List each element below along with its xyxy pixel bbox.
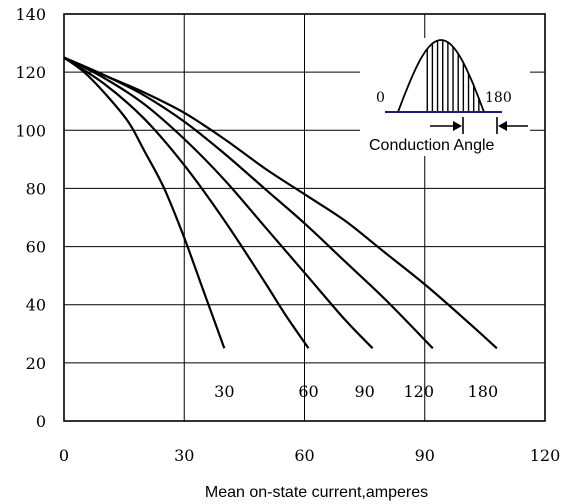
curve-label-60: 60 bbox=[298, 382, 318, 401]
y-tick-label: 20 bbox=[26, 354, 46, 373]
y-tick-label: 40 bbox=[26, 296, 46, 315]
inset-waveform bbox=[397, 39, 485, 113]
conduction-angle-inset: 0 180 Conduction Angle bbox=[360, 38, 530, 156]
curve-90 bbox=[63, 56, 374, 350]
y-tick-label: 0 bbox=[36, 412, 46, 431]
x-tick-label: 30 bbox=[174, 446, 194, 465]
y-tick-label: 120 bbox=[15, 63, 46, 82]
plot-frame bbox=[63, 13, 546, 422]
inset-hatching bbox=[426, 40, 480, 112]
inset-label-start: 0 bbox=[376, 90, 385, 106]
curve-label-180: 180 bbox=[468, 382, 499, 401]
curve-30 bbox=[63, 56, 226, 349]
curve-labels: 30 60 90 120 180 bbox=[214, 382, 498, 401]
y-tick-label: 80 bbox=[26, 179, 46, 198]
y-tick-label: 60 bbox=[26, 238, 46, 257]
inset-arrowhead-left bbox=[453, 121, 462, 131]
curve-label-90: 90 bbox=[354, 382, 374, 401]
inset-background bbox=[360, 38, 530, 156]
curve-180 bbox=[63, 56, 498, 350]
x-tick-label: 120 bbox=[530, 446, 561, 465]
curves bbox=[63, 56, 498, 350]
x-tick-label: 60 bbox=[294, 446, 314, 465]
curve-60 bbox=[63, 56, 310, 349]
x-tick-label: 90 bbox=[415, 446, 435, 465]
curve-label-120: 120 bbox=[403, 382, 434, 401]
x-tick-label: 0 bbox=[59, 446, 69, 465]
x-axis-title: Mean on-state current,amperes bbox=[205, 484, 428, 501]
y-tick-labels: 0 20 40 60 80 100 120 140 bbox=[15, 5, 46, 431]
y-tick-label: 100 bbox=[15, 121, 46, 140]
inset-caption: Conduction Angle bbox=[369, 137, 495, 154]
x-tick-labels: 0 30 60 90 120 bbox=[59, 446, 560, 465]
curve-label-30: 30 bbox=[214, 382, 234, 401]
inset-label-end: 180 bbox=[485, 90, 512, 106]
inset-arrowhead-right bbox=[498, 121, 507, 131]
y-tick-label: 140 bbox=[15, 5, 46, 24]
